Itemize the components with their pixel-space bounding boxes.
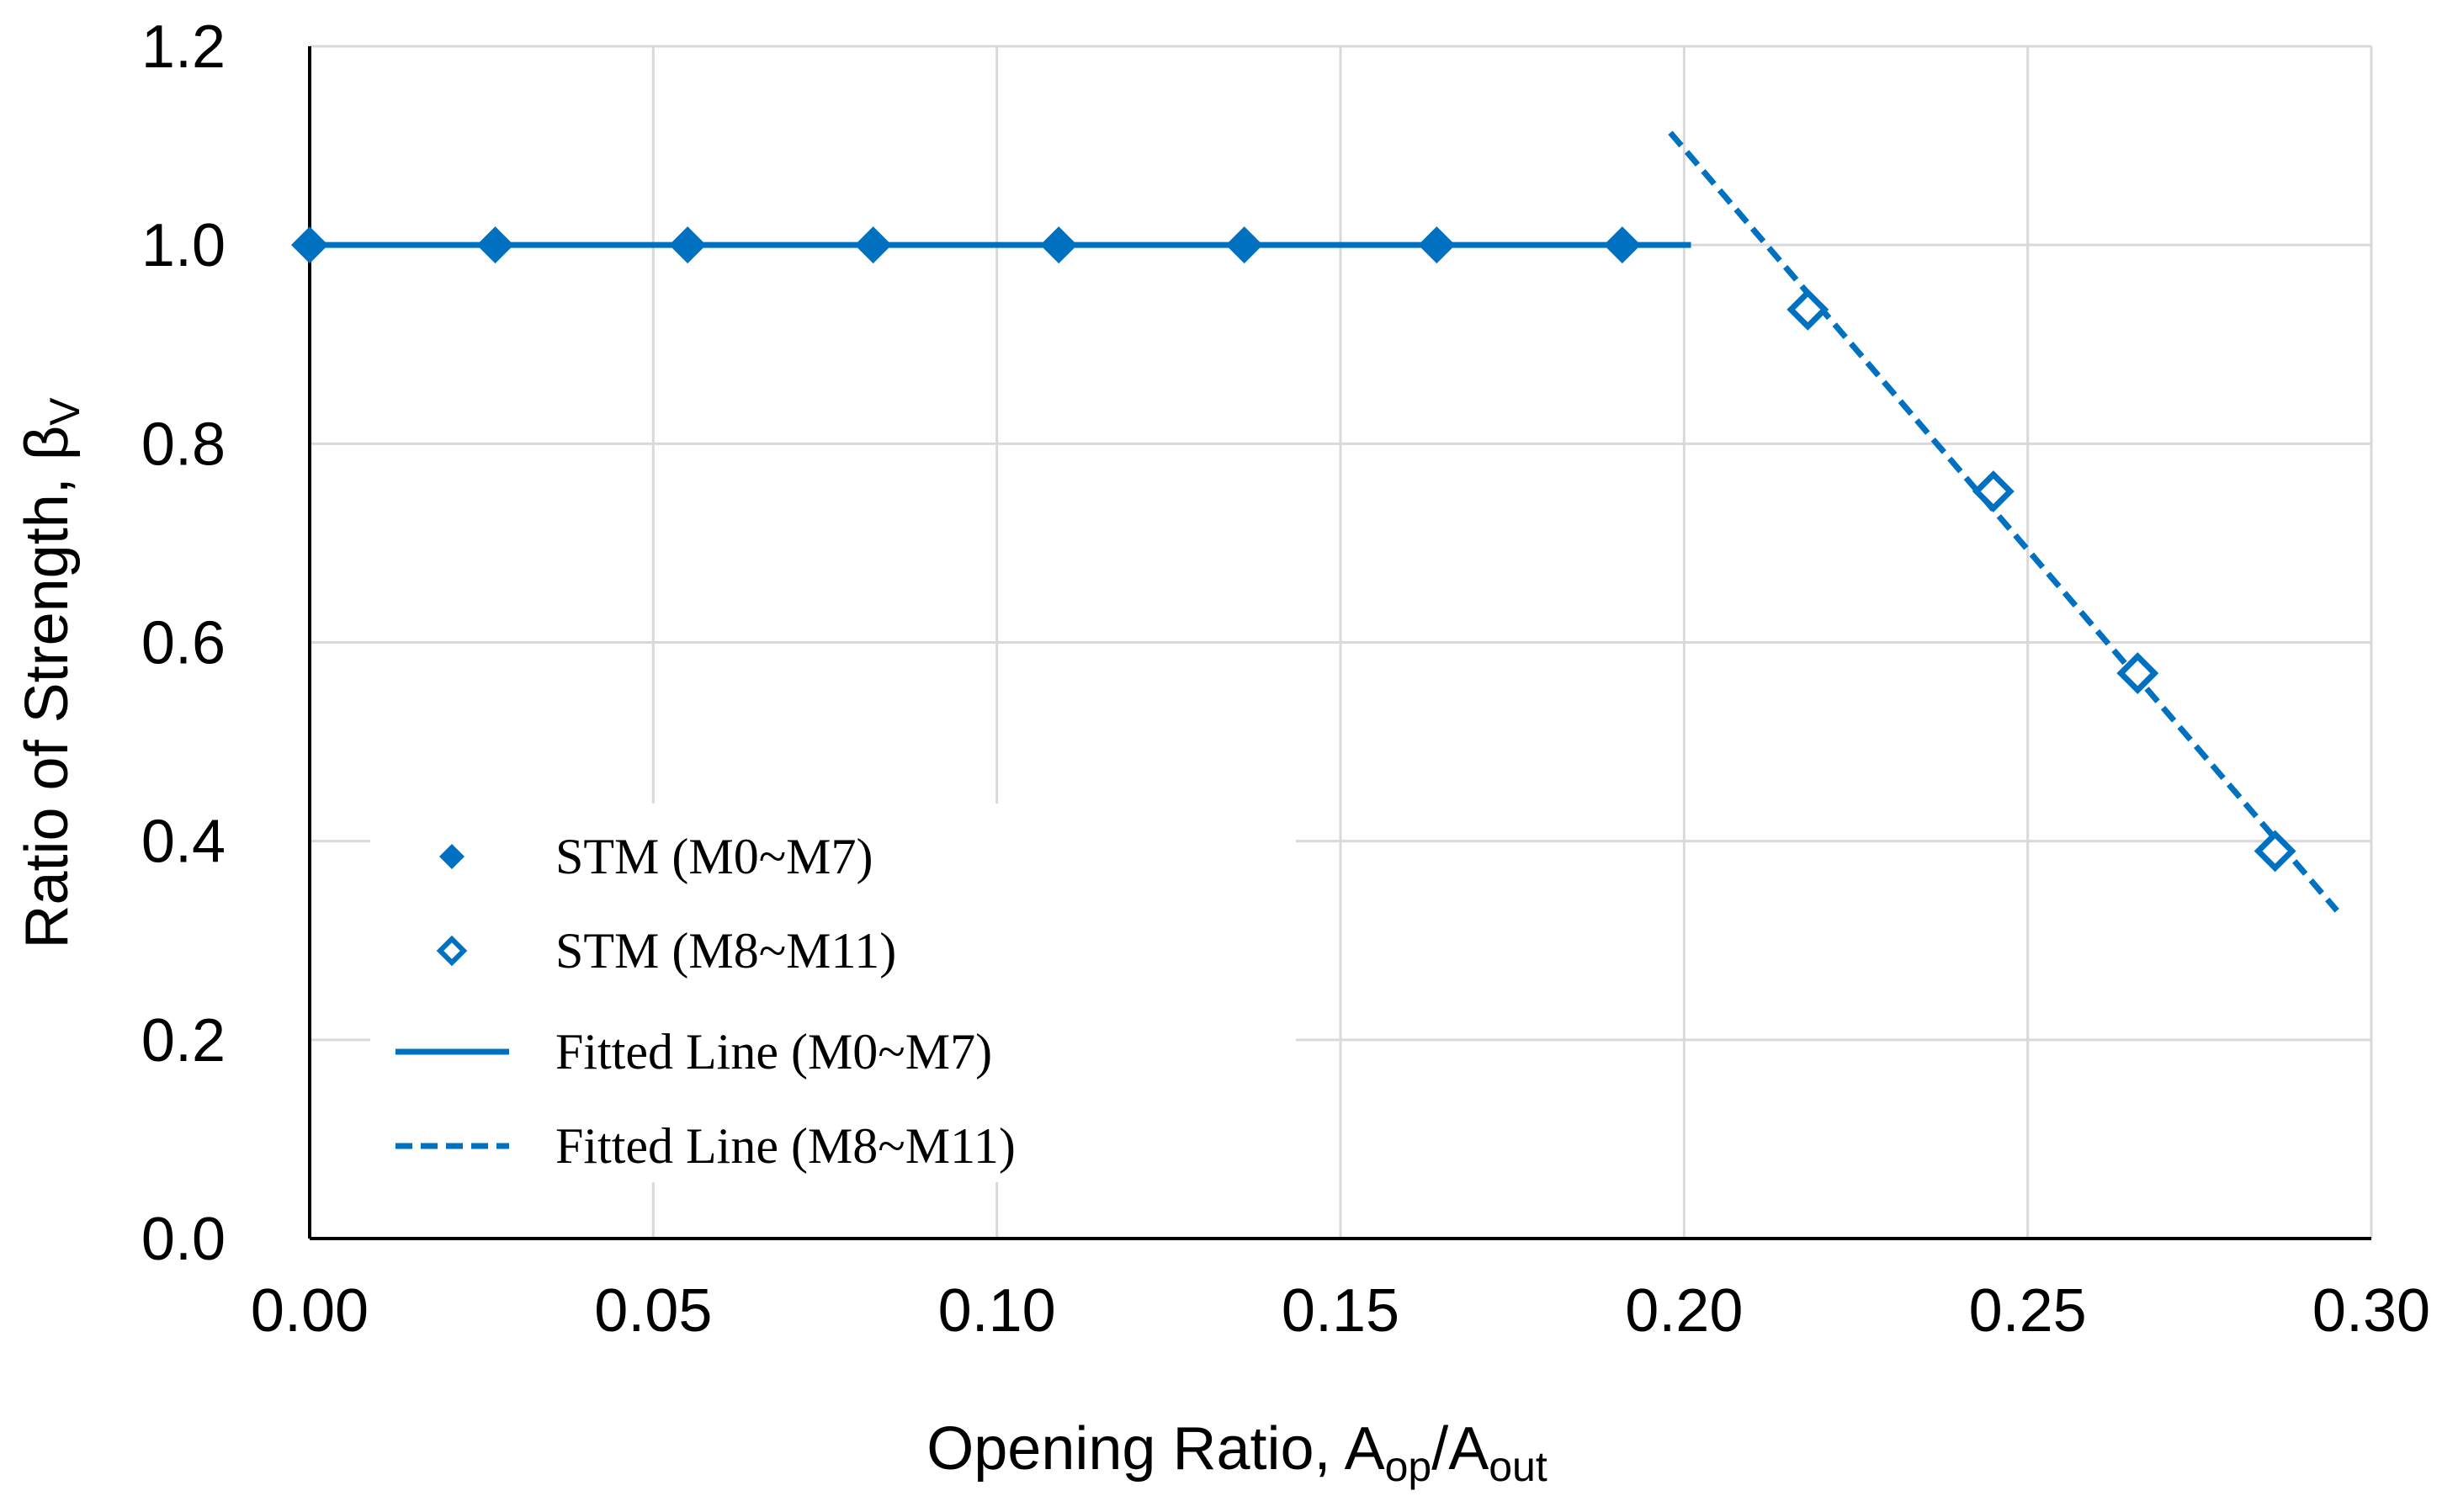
point-open-diamond	[1786, 288, 1829, 331]
legend-label: Fitted Line (M0~M7)	[555, 1024, 992, 1080]
x-axis-title: Opening Ratio, Aop/Aout	[926, 1415, 1547, 1490]
y-tick-label: 0.0	[141, 1206, 226, 1273]
x-tick-label: 0.25	[1969, 1277, 2087, 1345]
y-tick-label: 0.6	[141, 610, 226, 677]
point-filled-diamond	[1225, 226, 1263, 264]
x-tick-label: 0.30	[2312, 1277, 2430, 1345]
y-tick-label: 1.0	[141, 212, 226, 279]
y-tick-label: 1.2	[141, 13, 226, 81]
x-tick-label: 0.00	[251, 1277, 369, 1345]
point-filled-diamond	[1418, 226, 1456, 264]
tick-labels: 0.00 0.05 0.10 0.15 0.20 0.25 0.30 0.0 0.2 0.4 0.6…	[141, 13, 2430, 1345]
x-tick-label: 0.05	[594, 1277, 712, 1345]
point-open-diamond	[2254, 830, 2296, 873]
legend-marker-open-diamond	[436, 935, 468, 967]
legend-marker-filled-diamond	[439, 844, 465, 869]
point-open-diamond	[1972, 470, 2015, 512]
y-axis-title-main: Ratio of Strength, β	[13, 426, 81, 949]
x-tick-label: 0.15	[1282, 1277, 1399, 1345]
legend-label: STM (M0~M7)	[555, 829, 873, 884]
data-series	[291, 130, 2339, 913]
x-axis-title-mid: /A	[1431, 1415, 1489, 1483]
y-tick-label: 0.4	[141, 809, 226, 876]
legend-label: STM (M8~M11)	[555, 923, 896, 979]
legend: STM (M0~M7) STM (M8~M11) Fitted Line (M0~M…	[395, 829, 1016, 1174]
legend-background	[370, 804, 1296, 1182]
x-tick-label: 0.20	[1625, 1277, 1743, 1345]
x-axis-title-sub1: op	[1385, 1443, 1432, 1490]
y-tick-label: 0.8	[141, 411, 226, 478]
y-axis-title: Ratio of Strength, βV	[13, 397, 88, 949]
point-filled-diamond	[476, 226, 514, 264]
x-tick-label: 0.10	[938, 1277, 1056, 1345]
point-filled-diamond	[291, 226, 328, 264]
y-axis-title-sub: V	[41, 397, 88, 426]
y-tick-label: 0.2	[141, 1007, 226, 1074]
legend-label: Fitted Line (M8~M11)	[555, 1118, 1016, 1174]
point-filled-diamond	[1040, 226, 1078, 264]
fitted-line-dashed	[1668, 130, 2339, 913]
point-filled-diamond	[1603, 226, 1641, 264]
point-open-diamond	[2116, 652, 2159, 695]
point-filled-diamond	[669, 226, 707, 264]
x-axis-title-main: Opening Ratio, A	[926, 1415, 1384, 1483]
x-axis-title-sub2: out	[1489, 1443, 1547, 1490]
point-filled-diamond	[854, 226, 892, 264]
